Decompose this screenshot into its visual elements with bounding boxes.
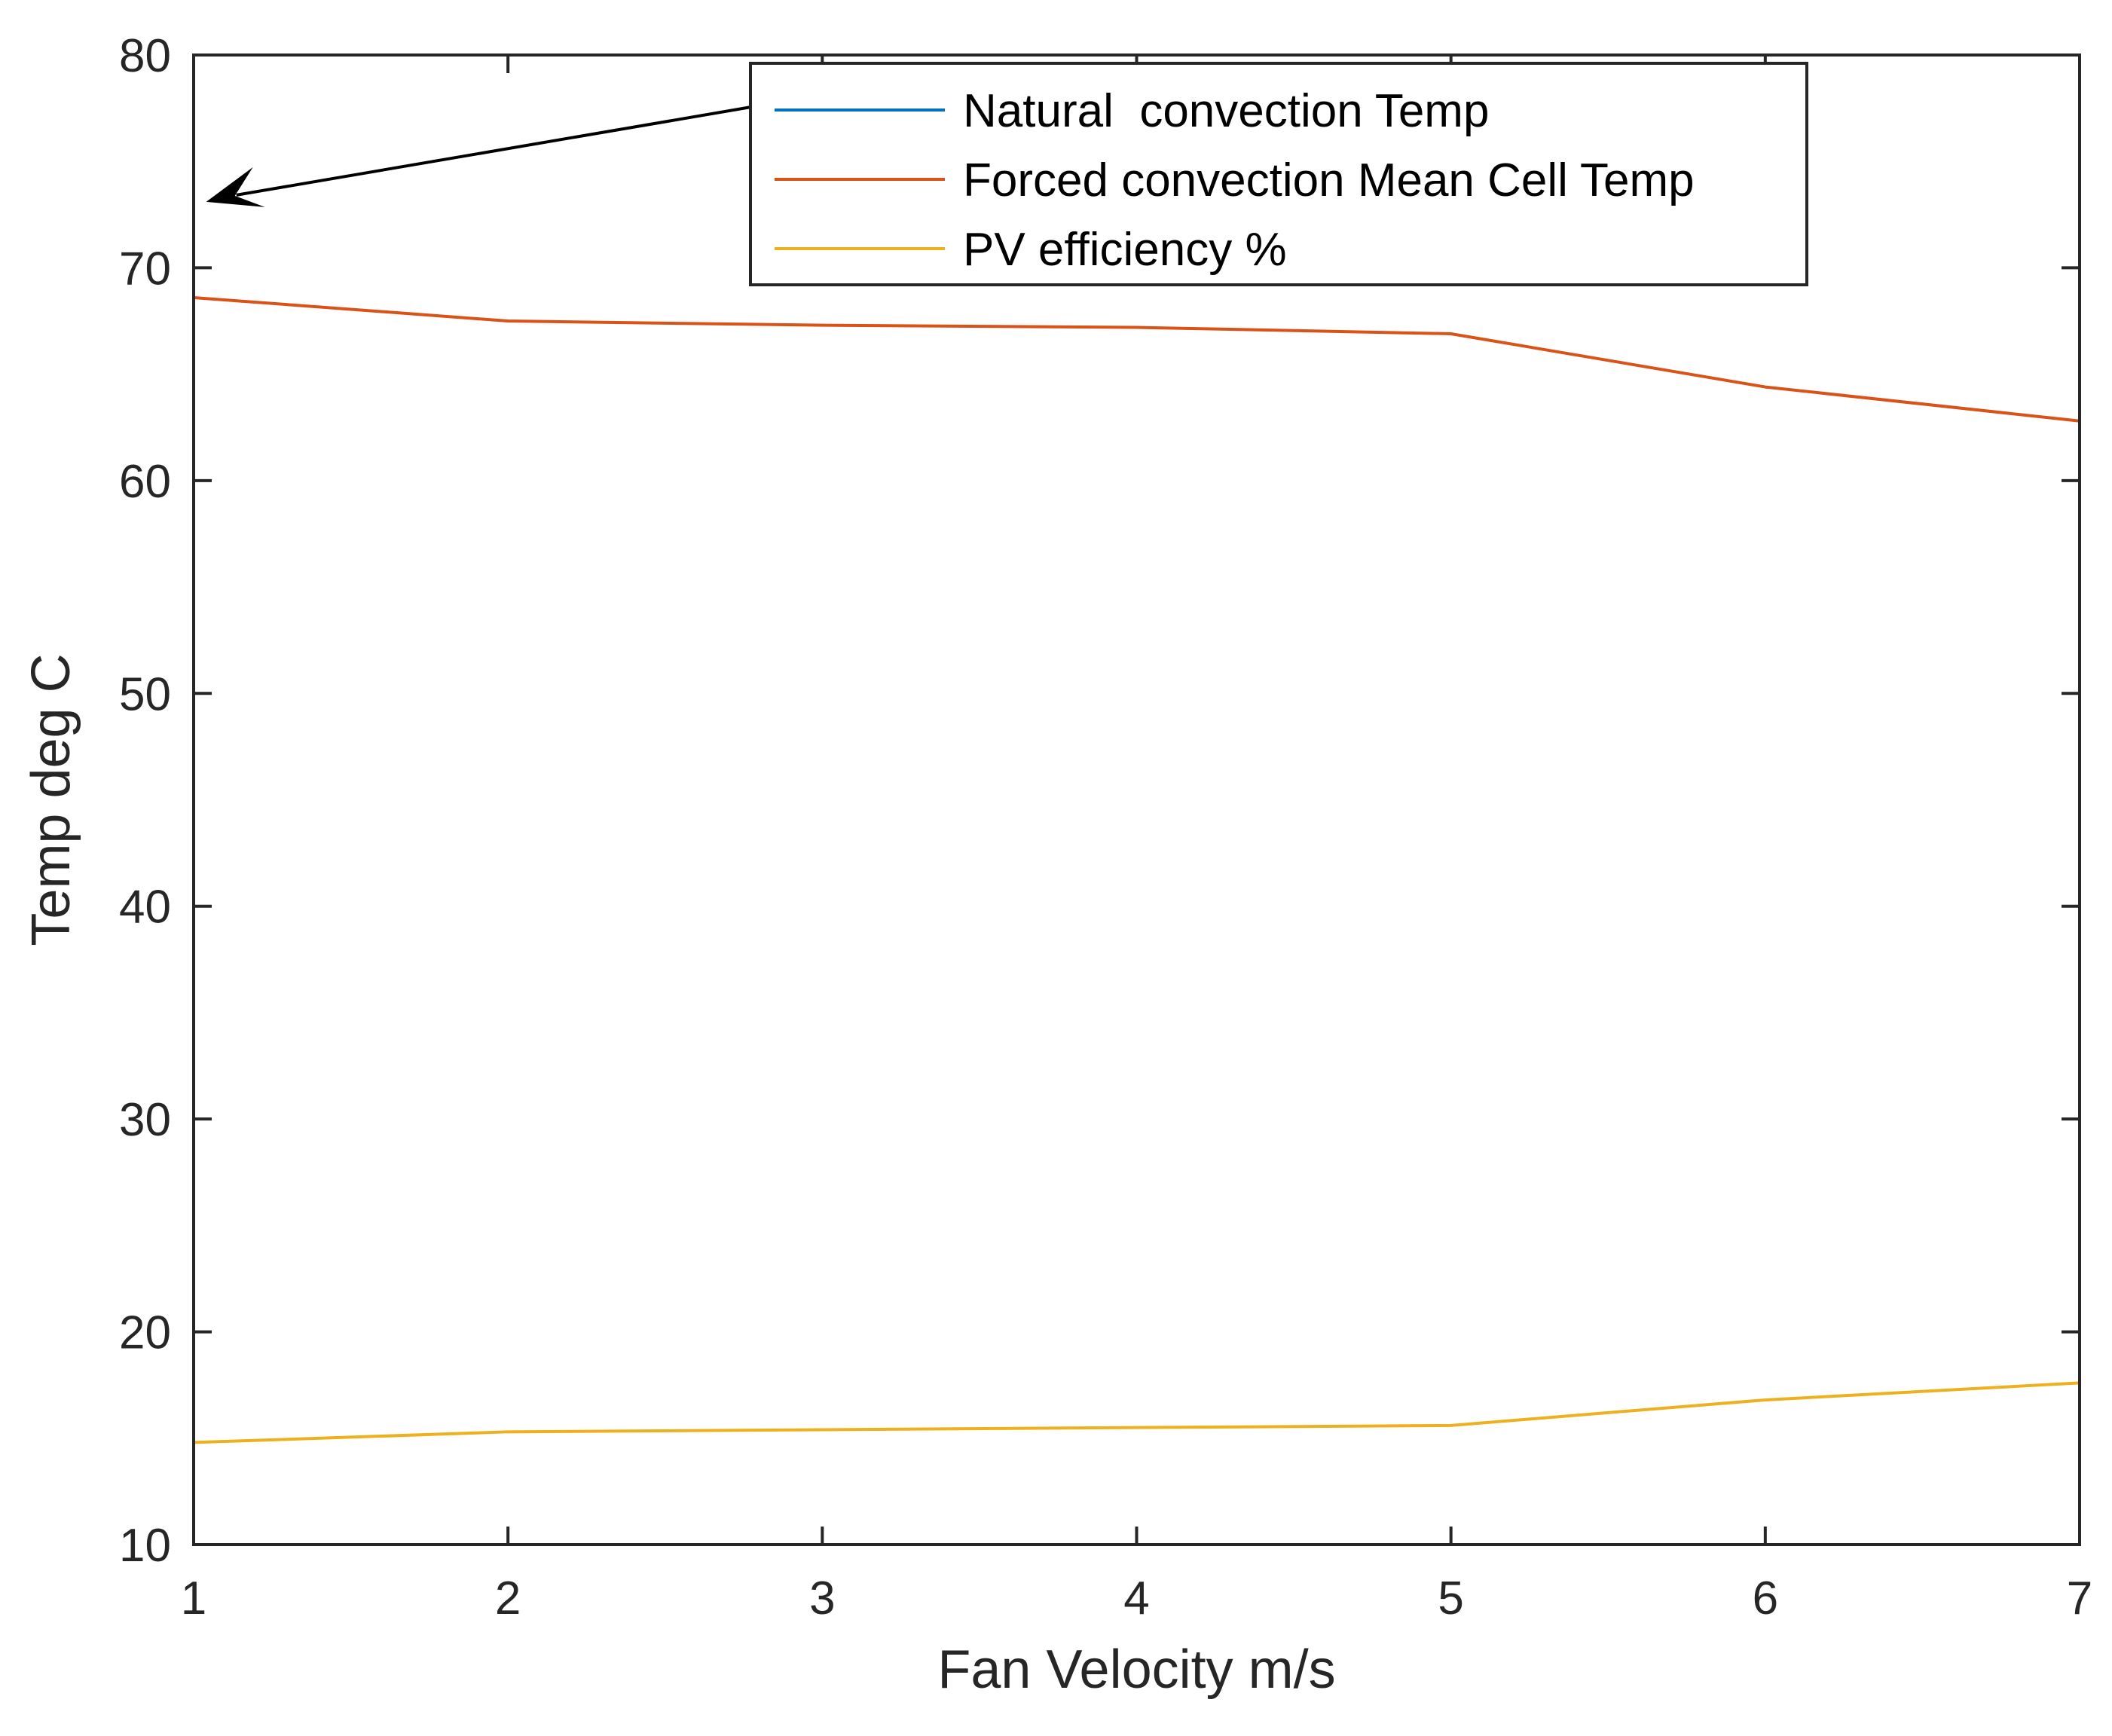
legend: Natural convection Temp Forced convection… <box>749 62 1808 286</box>
x-tick-label: 5 <box>1438 1572 1463 1624</box>
x-tick-label: 2 <box>495 1572 521 1624</box>
y-tick-label: 30 <box>119 1094 171 1146</box>
y-tick-label: 40 <box>119 882 171 934</box>
series-line <box>193 295 2080 423</box>
legend-label: Natural convection Temp <box>963 85 1489 137</box>
arrow-shaft <box>236 100 782 197</box>
y-tick-label: 70 <box>119 243 171 295</box>
x-tick-label: 7 <box>2067 1572 2092 1624</box>
plot-lines <box>193 295 2080 1444</box>
y-axis-title: Temp deg C <box>21 653 81 946</box>
y-tick-label: 80 <box>119 30 171 82</box>
arrow-head <box>206 167 265 207</box>
legend-label: Forced convection Mean Cell Temp <box>963 154 1695 206</box>
x-tick-label: 3 <box>809 1572 835 1624</box>
y-tick-label: 20 <box>119 1307 171 1359</box>
y-tick-label: 50 <box>119 668 171 720</box>
arrow-annotation <box>206 100 782 207</box>
x-axis-title: Fan Velocity m/s <box>937 1640 1335 1700</box>
y-tick-label: 60 <box>119 456 171 508</box>
x-tick-label: 6 <box>1753 1572 1778 1624</box>
x-tick-label: 4 <box>1123 1572 1149 1624</box>
x-tick-label: 1 <box>181 1572 206 1624</box>
y-tick-label: 10 <box>119 1520 171 1572</box>
y-axis-ticks: 10 20 30 40 50 60 70 80 <box>119 30 2080 1572</box>
series-line <box>193 1381 2080 1444</box>
legend-label: PV efficiency % <box>963 224 1287 276</box>
